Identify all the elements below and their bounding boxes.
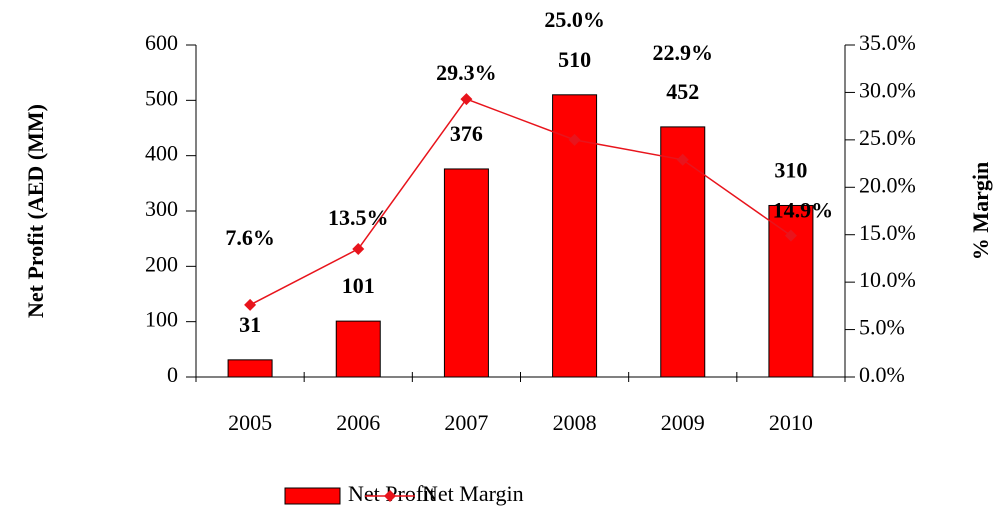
margin-marker (244, 298, 257, 311)
legend-label: Net Margin (422, 481, 524, 506)
y2-tick-label: 25.0% (859, 125, 916, 150)
y2-tick-label: 20.0% (859, 172, 916, 197)
y-tick-label: 600 (145, 30, 178, 55)
y2-tick-label: 10.0% (859, 267, 916, 292)
x-tick-label: 2008 (553, 410, 597, 435)
margin-marker (784, 229, 797, 242)
bar (443, 168, 489, 378)
margin-marker (676, 153, 689, 166)
x-tick-label: 2009 (661, 410, 705, 435)
y-tick-label: 400 (145, 141, 178, 166)
bar (660, 126, 706, 378)
y-tick-label: 0 (167, 362, 178, 387)
bar-value-label: 101 (342, 273, 375, 298)
y-axis-label: Net Profit (AED (MM) (23, 104, 48, 318)
bar-value-label: 376 (450, 121, 483, 146)
margin-marker (568, 133, 581, 146)
margin-value-label: 29.3% (436, 60, 497, 85)
y-tick-label: 300 (145, 196, 178, 221)
y2-tick-label: 30.0% (859, 77, 916, 102)
margin-value-label: 13.5% (328, 205, 389, 230)
margin-value-label: 7.6% (225, 225, 275, 250)
bar-value-label: 31 (239, 312, 261, 337)
margin-line (249, 98, 792, 306)
y-tick-label: 200 (145, 251, 178, 276)
margin-marker (460, 93, 473, 106)
margin-marker (352, 242, 365, 255)
x-tick-label: 2007 (444, 410, 488, 435)
bar-value-label: 452 (666, 79, 699, 104)
bar-value-label: 510 (558, 47, 591, 72)
bar-value-label: 310 (774, 158, 807, 183)
bar (227, 359, 273, 378)
y2-tick-label: 5.0% (859, 315, 905, 340)
x-tick-label: 2010 (769, 410, 813, 435)
y2-tick-label: 35.0% (859, 30, 916, 55)
y-tick-label: 100 (145, 307, 178, 332)
bar (335, 320, 381, 378)
margin-value-label: 14.9% (773, 198, 834, 223)
legend-marker (384, 490, 396, 502)
legend-swatch (284, 487, 341, 505)
margin-value-label: 25.0% (544, 7, 605, 32)
y2-axis-label: % Margin (968, 162, 993, 260)
y2-tick-label: 0.0% (859, 362, 905, 387)
x-tick-label: 2005 (228, 410, 272, 435)
x-tick-label: 2006 (336, 410, 380, 435)
y2-tick-label: 15.0% (859, 220, 916, 245)
margin-value-label: 22.9% (653, 40, 714, 65)
y-tick-label: 500 (145, 85, 178, 110)
